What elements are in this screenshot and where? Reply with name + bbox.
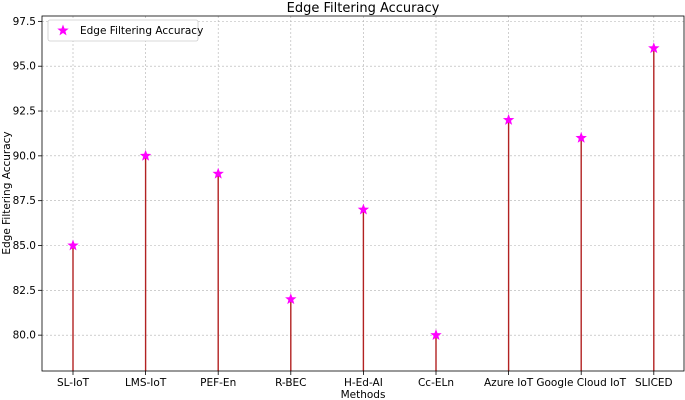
x-tick-label: SLICED <box>635 377 673 389</box>
y-tick-label: 90.0 <box>13 150 36 162</box>
legend-star-icon <box>57 24 69 36</box>
star-marker <box>430 329 442 340</box>
y-axis-label: Edge Filtering Accuracy <box>1 131 13 254</box>
x-tick-label: PEF-En <box>200 377 236 389</box>
x-tick-label: Cc-ELn <box>418 377 454 389</box>
x-tick-label: Azure IoT <box>484 377 534 389</box>
x-tick-label: LMS-IoT <box>125 377 167 389</box>
y-tick-label: 87.5 <box>13 195 36 207</box>
star-marker <box>139 149 152 161</box>
legend-box <box>47 19 199 42</box>
star-marker <box>67 239 79 251</box>
x-tick-label: R-BEC <box>275 377 306 389</box>
star-marker <box>502 113 515 125</box>
x-tick-label: Google Cloud IoT <box>536 377 626 389</box>
y-axis-ticks: 80.0 82.5 85.0 87.5 90.0 92.5 95.0 97.5 <box>13 16 42 342</box>
stem-series <box>67 42 660 371</box>
y-tick-label: 85.0 <box>13 240 36 252</box>
y-tick-label: 95.0 <box>13 61 36 73</box>
x-axis-ticks: SL-IoT LMS-IoT PEF-En R-BEC H-Ed-AI Cc-ELn Azu… <box>57 371 673 389</box>
y-tick-label: 92.5 <box>13 106 36 118</box>
chart-title: Edge Filtering Accuracy <box>287 1 440 16</box>
star-marker <box>648 42 660 54</box>
y-tick-label: 80.0 <box>13 330 36 342</box>
x-tick-label: H-Ed-AI <box>344 377 383 389</box>
x-axis-label: Methods <box>341 389 386 400</box>
y-tick-label: 82.5 <box>13 285 36 297</box>
x-tick-label: SL-IoT <box>57 377 90 389</box>
legend-entry: Edge Filtering Accuracy <box>80 25 203 37</box>
y-tick-label: 97.5 <box>13 16 36 28</box>
star-marker <box>357 203 370 215</box>
star-marker <box>212 167 224 179</box>
legend: Edge Filtering Accuracy <box>47 19 203 42</box>
star-marker <box>575 131 587 143</box>
star-marker <box>285 293 297 305</box>
